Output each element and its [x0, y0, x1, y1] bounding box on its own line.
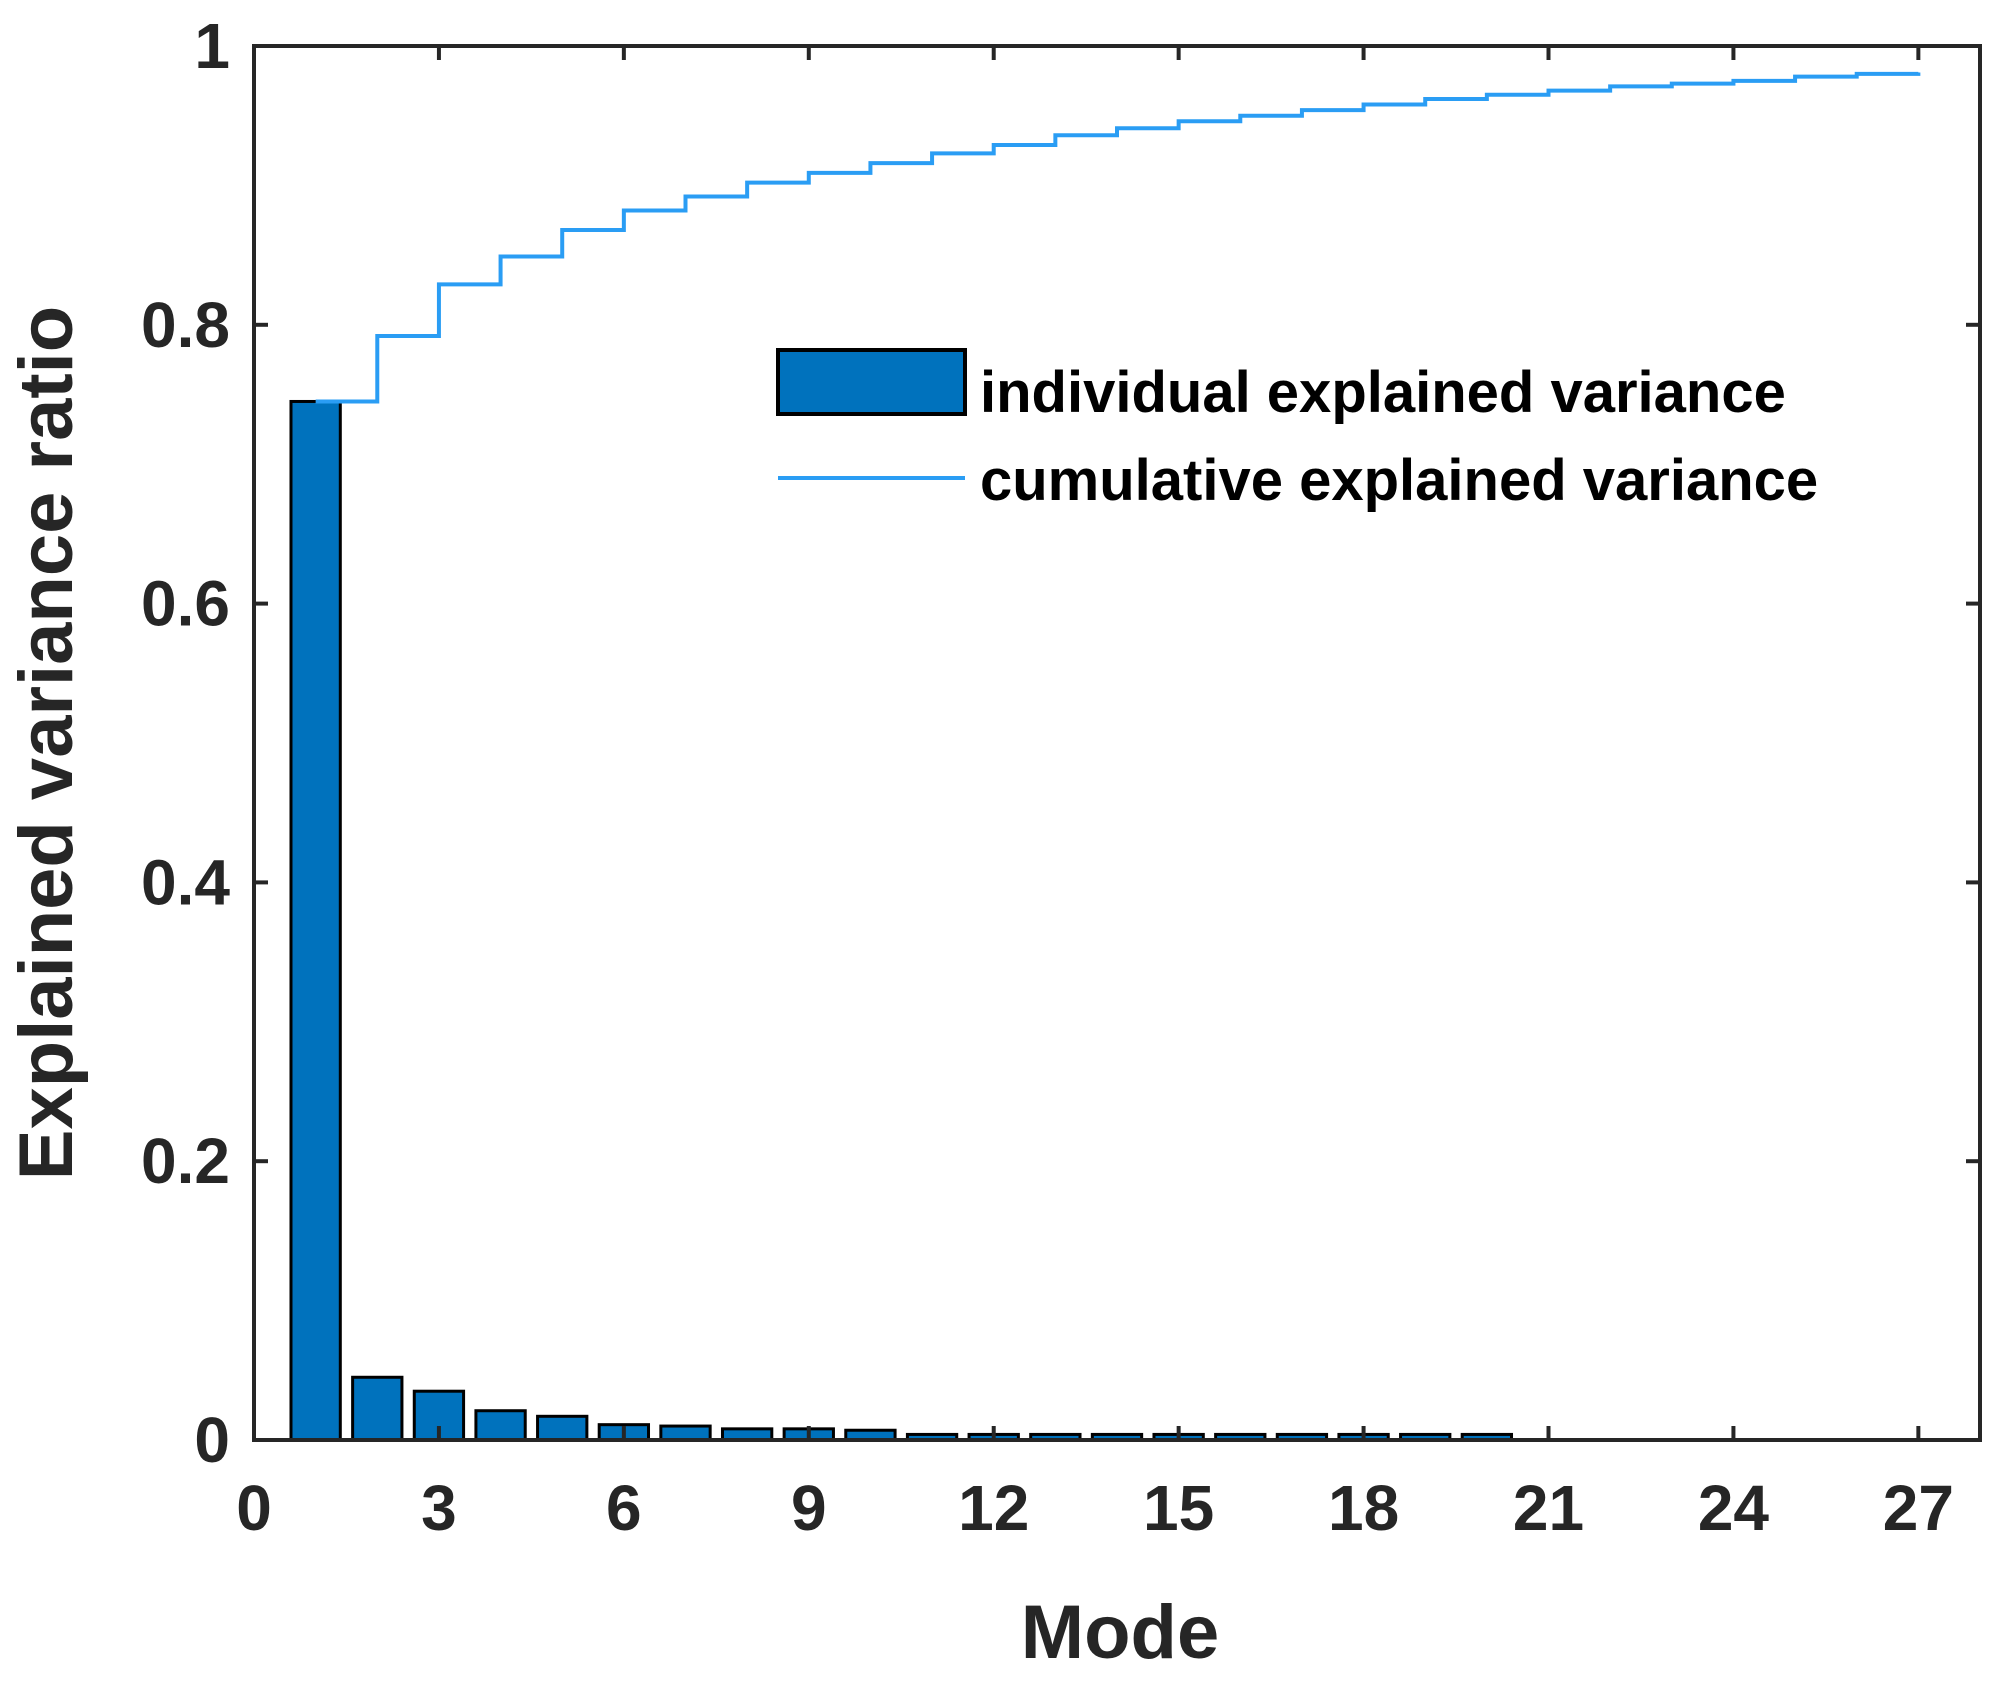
bar-mode-7	[659, 1424, 712, 1442]
x-tick-label-3: 3	[421, 1472, 457, 1544]
x-tick-label-27: 27	[1883, 1472, 1954, 1544]
bar-mode-1	[289, 399, 342, 1442]
axes-layer	[252, 44, 1982, 1442]
bar-mode-4	[474, 1409, 527, 1442]
x-axis-title: Mode	[1021, 1590, 1219, 1675]
x-tick-label-12: 12	[958, 1472, 1029, 1544]
y-tick-label-0.2: 0.2	[141, 1125, 230, 1197]
plot-frame	[252, 44, 1982, 1442]
legend-label-individual: individual explained variance	[980, 360, 1786, 425]
bar-mode-2	[351, 1375, 404, 1442]
x-tick-label-24: 24	[1698, 1472, 1770, 1544]
y-tick-label-0.8: 0.8	[141, 289, 230, 361]
legend-label-cumulative: cumulative explained variance	[980, 448, 1818, 513]
x-tick-label-0: 0	[236, 1472, 272, 1544]
bar-mode-5	[536, 1414, 589, 1442]
y-tick-label-0.4: 0.4	[141, 846, 230, 918]
line-layer	[315, 71, 1921, 404]
bars-layer	[289, 399, 1514, 1442]
legend: individual explained variance cumulative…	[776, 348, 1818, 513]
x-tick-label-6: 6	[606, 1472, 642, 1544]
ticks-layer: 0 3 6 9 12 15 18 21 24 27 0 0.2 0.4 0.6 0.8 1	[141, 10, 1980, 1544]
x-tick-label-9: 9	[791, 1472, 827, 1544]
cumulative-variance-line	[315, 71, 1921, 404]
x-tick-label-18: 18	[1328, 1472, 1399, 1544]
y-tick-label-0.6: 0.6	[141, 568, 230, 640]
legend-swatch-bar	[776, 348, 967, 416]
y-axis-title: Explained variance ratio	[4, 306, 89, 1180]
x-tick-label-21: 21	[1513, 1472, 1584, 1544]
y-tick-label-0: 0	[194, 1404, 230, 1476]
y-tick-label-1: 1	[194, 10, 230, 82]
x-tick-label-15: 15	[1143, 1472, 1214, 1544]
